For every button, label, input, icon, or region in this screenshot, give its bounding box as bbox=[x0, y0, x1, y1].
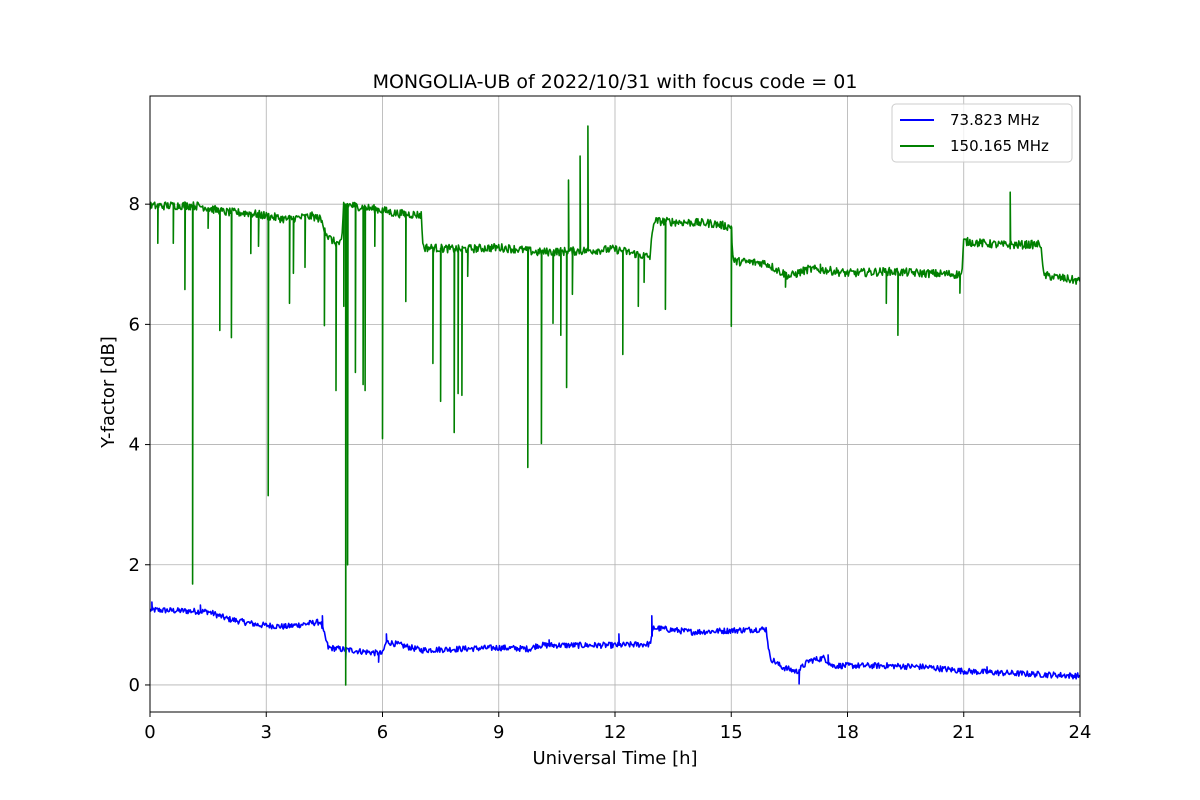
y-tick-label: 6 bbox=[129, 314, 140, 335]
legend-box bbox=[891, 103, 1073, 163]
legend: 73.823 MHz 150.165 MHz bbox=[891, 103, 1073, 163]
y-tick-label: 8 bbox=[129, 194, 140, 215]
legend-label: 73.823 MHz bbox=[950, 111, 1039, 129]
chart-title: MONGOLIA-UB of 2022/10/31 with focus cod… bbox=[373, 71, 858, 93]
x-tick-label: 24 bbox=[1069, 722, 1092, 743]
series-line-2 bbox=[150, 125, 1080, 686]
series-layer bbox=[150, 125, 1080, 686]
y-tick-label: 4 bbox=[129, 435, 140, 456]
x-tick-label: 12 bbox=[604, 722, 627, 743]
grid bbox=[149, 96, 1081, 712]
x-axis-label: Universal Time [h] bbox=[532, 748, 697, 769]
series-line-1 bbox=[150, 601, 1080, 685]
x-tick-label: 15 bbox=[720, 722, 743, 743]
x-tick-label: 9 bbox=[493, 722, 504, 743]
y-tick-label: 2 bbox=[129, 555, 140, 576]
y-axis-label: Y-factor [dB] bbox=[98, 336, 119, 449]
x-tick-label: 18 bbox=[836, 722, 859, 743]
x-tick-label: 0 bbox=[144, 722, 155, 743]
x-tick-label: 6 bbox=[377, 722, 388, 743]
legend-label: 150.165 MHz bbox=[950, 137, 1049, 155]
x-tick-label: 21 bbox=[952, 722, 975, 743]
x-tick-label: 3 bbox=[261, 722, 272, 743]
y-tick-label: 0 bbox=[129, 675, 140, 696]
